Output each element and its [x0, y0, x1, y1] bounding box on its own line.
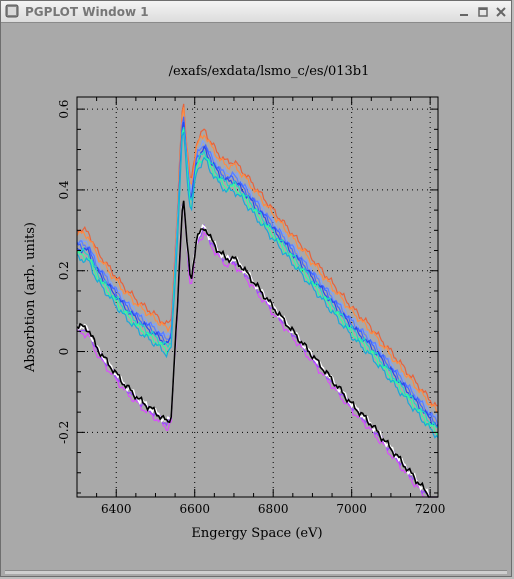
series-line	[76, 204, 438, 498]
close-icon	[496, 6, 506, 17]
series-line	[76, 117, 439, 427]
series-line	[76, 202, 438, 498]
chart-title: /exafs/exdata/lsmo_c/es/013b1	[169, 64, 370, 79]
minimize-icon	[460, 13, 468, 16]
x-tick-label: 6800	[258, 502, 289, 516]
series-line	[76, 121, 439, 428]
series-group	[76, 103, 439, 498]
x-tick-label: 7000	[336, 502, 367, 516]
app-icon	[5, 4, 19, 18]
y-axis-label: Absorbtion (arb. units)	[23, 222, 38, 373]
x-tick-label: 7200	[415, 502, 446, 516]
series-line	[76, 127, 439, 429]
series-line	[76, 129, 439, 436]
absorption-chart: /exafs/exdata/lsmo_c/es/013b1 6400 6600 68…	[23, 64, 445, 541]
series-line	[76, 107, 439, 413]
x-tick-labels: 6400 6600 6800 7000 7200	[101, 502, 445, 516]
series-line	[76, 200, 438, 498]
y-tick-labels: -0.2 0 0.2 0.4 0.6	[57, 100, 71, 444]
close-button[interactable]	[493, 4, 509, 19]
grid-lines	[77, 97, 438, 497]
plot-area: /exafs/exdata/lsmo_c/es/013b1 6400 6600 68…	[5, 23, 509, 573]
series-line	[76, 116, 439, 428]
maximize-button[interactable]	[475, 4, 491, 19]
y-tick-label: 0.2	[57, 261, 71, 280]
series-line	[76, 103, 439, 407]
y-tick-label: 0.4	[57, 180, 71, 199]
y-tick-label: 0.6	[57, 100, 71, 119]
x-axis-label: Engergy Space (eV)	[191, 526, 322, 541]
x-tick-label: 6600	[179, 502, 210, 516]
axis-ticks	[76, 97, 438, 497]
window-bottom-edge	[5, 570, 507, 574]
plot-frame	[76, 96, 439, 498]
maximize-icon	[478, 6, 488, 17]
series-line	[76, 131, 439, 439]
minimize-button[interactable]	[456, 4, 472, 19]
series-line	[76, 119, 439, 420]
y-tick-label: -0.2	[57, 421, 71, 444]
window-title: PGPLOT Window 1	[25, 5, 149, 19]
title-bar[interactable]: PGPLOT Window 1	[1, 1, 511, 23]
x-tick-label: 6400	[101, 502, 132, 516]
y-tick-label: 0	[57, 348, 71, 356]
series-line	[76, 201, 438, 498]
